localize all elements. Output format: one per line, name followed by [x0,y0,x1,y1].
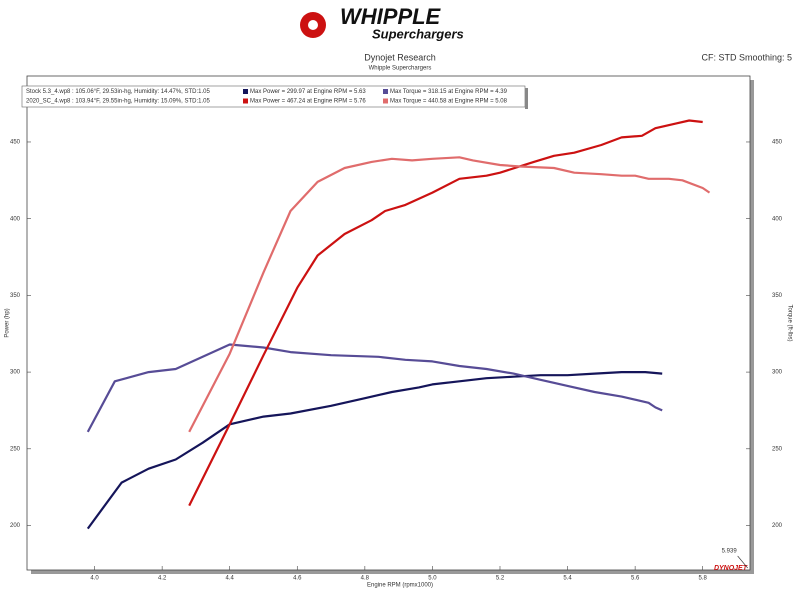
settings-label: CF: STD Smoothing: 5 [701,52,792,62]
x-tick-label: 4.6 [293,576,302,582]
y-tick-label: 200 [772,523,783,529]
logo-icon-center [308,20,318,30]
y-tick-label: 400 [10,216,21,222]
y-tick-label: 300 [772,370,783,376]
y-tick-label: 450 [10,140,21,146]
legend-label: Max Power = 467.24 at Engine RPM = 5.76 [250,99,366,105]
x-tick-label: 5.8 [699,576,708,582]
logo-tagline: Superchargers [372,26,464,41]
chart-subtitle: Whipple Superchargers [369,66,432,72]
y-tick-label: 300 [10,370,21,376]
legend-run: Stock 5.3_4.wp8 : 105.06°F, 29.53in-hg, … [26,89,211,95]
legend-label: Max Torque = 440.58 at Engine RPM = 5.08 [390,99,508,105]
y-tick-label: 350 [10,293,21,299]
x-tick-label: 5.0 [428,576,437,582]
x-axis-label: Engine RPM (rpmx1000) [367,583,433,589]
legend-swatch [243,89,248,94]
legend-swatch [383,89,388,94]
y2-axis-label: Torque (ft-lbs) [786,304,792,341]
y-axis-label: Power (hp) [5,308,11,337]
legend-swatch [243,98,248,104]
plot-area [26,75,751,571]
series-line [86,371,663,530]
x-tick-label: 5.6 [631,576,640,582]
series-line [86,343,663,433]
cursor-label: 5.939 [722,549,738,555]
footer-logo: DYNOJET [714,565,748,572]
logo: WHIPPLE Superchargers [300,4,464,41]
y-tick-label: 400 [772,216,783,222]
y-tick-label: 350 [772,293,783,299]
x-tick-label: 4.0 [90,576,99,582]
x-tick-label: 5.4 [563,576,572,582]
cursor-line [737,555,748,569]
legend-run: 2020_SC_4.wp8 : 103.94°F, 29.55in-hg, Hu… [26,99,211,105]
y-tick-label: 450 [772,140,783,146]
chart-title: Dynojet Research [364,52,436,62]
legend-shadow [525,88,528,109]
x-tick-label: 5.2 [496,576,505,582]
logo-text: WHIPPLE [340,4,442,29]
y-tick-label: 250 [772,446,783,452]
y-tick-label: 200 [10,523,21,529]
series-line [188,156,711,433]
x-tick-label: 4.2 [158,576,167,582]
x-tick-label: 4.4 [226,576,235,582]
legend-swatch [383,98,388,104]
y-tick-label: 250 [10,446,21,452]
legend-label: Max Power = 299.97 at Engine RPM = 5.63 [250,89,366,95]
legend-label: Max Torque = 318.15 at Engine RPM = 4.39 [390,89,508,95]
x-tick-label: 4.8 [361,576,370,582]
series-line [188,119,703,507]
